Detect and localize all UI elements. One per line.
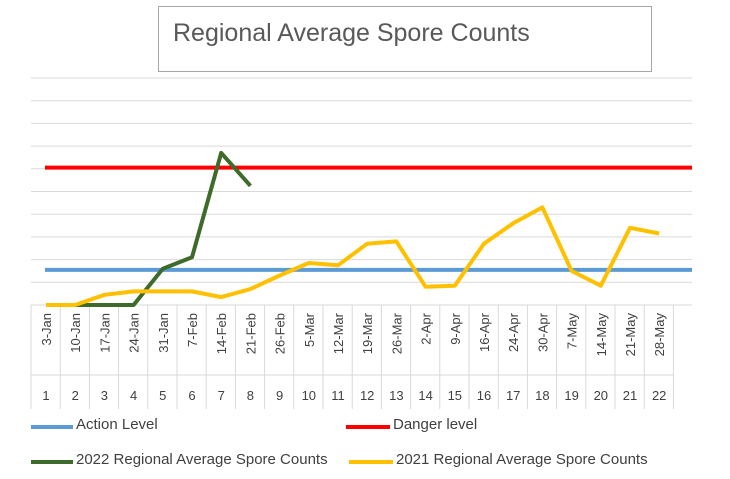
x-tick-label-week: 21 <box>623 388 637 403</box>
x-tick-label-week: 19 <box>564 388 578 403</box>
legend-swatch-danger-level <box>346 425 390 429</box>
x-tick-label-week: 9 <box>276 388 283 403</box>
category-axis: 3-Jan 10-Jan 17-Jan 24-Jan 31-Jan 7-Feb 14-Feb… <box>30 304 692 409</box>
x-tick-label-week: 8 <box>247 388 254 403</box>
x-tick-label-date: 9-Apr <box>448 312 463 344</box>
x-tick-label-date: 21-Feb <box>243 313 258 354</box>
x-tick-label-week: 13 <box>389 388 403 403</box>
x-tick-label-date: 2-Apr <box>419 312 434 344</box>
x-tick-label-date: 24-Jan <box>127 313 142 353</box>
x-tick-label-week: 18 <box>535 388 549 403</box>
x-tick-label-date: 14-Feb <box>214 313 229 354</box>
x-tick-label-week: 3 <box>101 388 108 403</box>
legend-swatch-2022 <box>31 460 73 464</box>
gridlines <box>31 77 692 283</box>
x-tick-label-week: 1 <box>42 388 49 403</box>
x-tick-label-date: 30-Apr <box>535 312 550 352</box>
x-tick-label-week: 11 <box>331 388 345 403</box>
x-tick-label-date: 16-Apr <box>477 312 492 352</box>
x-tick-label-date: 21-May <box>623 313 638 357</box>
x-tick-label-date: 17-Jan <box>97 313 112 353</box>
chart-title-box: Regional Average Spore Counts <box>158 6 652 72</box>
legend-swatch-action-level <box>31 425 73 429</box>
series-2021 <box>46 205 660 307</box>
x-tick-label-week: 14 <box>418 388 432 403</box>
x-tick-label-date: 26-Feb <box>273 313 288 354</box>
x-tick-label-week: 16 <box>477 388 491 403</box>
x-tick-label-week: 4 <box>130 388 137 403</box>
x-tick-label-week: 17 <box>506 388 520 403</box>
series-lines <box>45 150 692 307</box>
x-tick-label-date: 10-Jan <box>68 313 83 353</box>
x-tick-label-week: 5 <box>159 388 166 403</box>
legend-label-2022: 2022 Regional Average Spore Counts <box>76 451 328 468</box>
legend-label-action-level: Action Level <box>76 416 158 433</box>
x-tick-label-week: 22 <box>652 388 666 403</box>
legend-label-2021: 2021 Regional Average Spore Counts <box>396 451 648 468</box>
x-tick-label-date: 24-Apr <box>506 312 521 352</box>
x-tick-label-date: 7-Feb <box>185 313 200 347</box>
x-tick-label-week: 20 <box>594 388 608 403</box>
x-tick-label-date: 14-May <box>594 313 609 357</box>
x-tick-label-week: 6 <box>188 388 195 403</box>
x-tick-label-date: 26-Mar <box>389 312 404 354</box>
x-tick-label-date: 31-Jan <box>156 313 171 353</box>
x-tick-label-date: 5-Mar <box>302 312 317 347</box>
x-tick-label-week: 10 <box>302 388 316 403</box>
x-tick-label-week: 12 <box>360 388 374 403</box>
x-tick-label-week: 2 <box>72 388 79 403</box>
legend-swatch-2021 <box>349 460 393 464</box>
x-tick-label-week: 7 <box>218 388 225 403</box>
x-tick-label-date: 7-May <box>565 313 580 350</box>
chart-title: Regional Average Spore Counts <box>173 19 530 47</box>
x-tick-label-date: 19-Mar <box>360 312 375 354</box>
legend-label-danger-level: Danger level <box>393 416 478 433</box>
x-tick-label-week: 15 <box>448 388 462 403</box>
x-tick-label-date: 3-Jan <box>39 313 54 346</box>
x-tick-label-date: 12-Mar <box>331 312 346 354</box>
x-tick-label-date: 28-May <box>652 313 667 357</box>
